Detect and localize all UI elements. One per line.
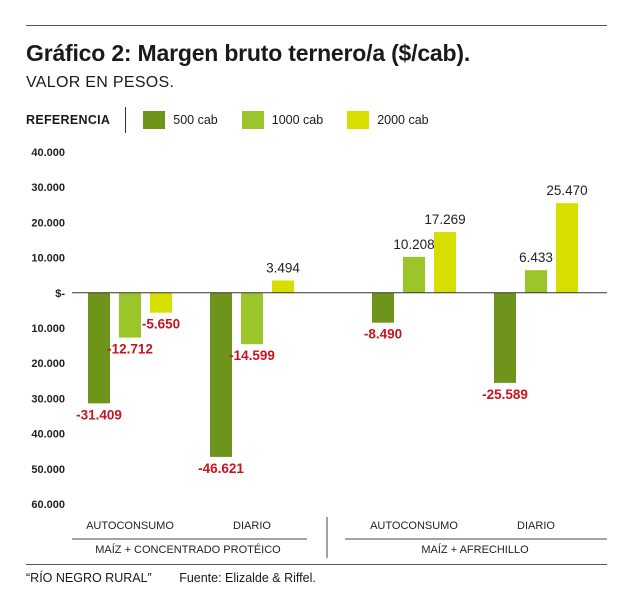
legend-text-1000: 1000 cab [271,113,324,127]
bar-1000-cab-3 [525,270,547,293]
bar-1000-cab-2 [403,256,425,293]
footer-credit: “RÍO NEGRO RURAL” [26,571,152,585]
y-tick-label-5: 10.000 [31,323,65,335]
legend-item-1000: 1000 cab [241,111,324,129]
y-tick-label-6: 20.000 [31,358,65,370]
y-tick-label-10: 60.000 [31,499,65,511]
y-tick-label-3: 10.000 [31,253,65,265]
bar-2000-cab-0 [150,292,172,313]
data-label-2000-cab-0: -5.650 [142,317,180,332]
x-category-label-3: DIARIO [517,520,555,532]
y-tick-label-9: 50.000 [31,464,65,476]
data-label-1000-cab-2: 10.208 [393,237,434,252]
y-tick-label-0: 40.000 [31,147,65,159]
top-rule [26,25,607,26]
legend-item-500: 500 cab [143,111,218,129]
bar-500-cab-2 [372,292,394,323]
data-label-500-cab-0: -31.409 [76,407,122,422]
x-category-label-2: AUTOCONSUMO [370,520,458,532]
legend-divider [125,107,127,133]
data-label-1000-cab-1: -14.599 [229,348,275,363]
bar-500-cab-0 [88,292,110,404]
x-category-label-1: DIARIO [233,520,271,532]
data-label-2000-cab-3: 25.470 [546,183,587,198]
x-group-label-0: MAÍZ + CONCENTRADO PROTÉICO [95,543,281,556]
y-tick-label-7: 30.000 [31,393,65,405]
bar-2000-cab-2 [434,232,456,293]
legend-text-2000: 2000 cab [377,113,429,127]
data-label-1000-cab-3: 6.433 [519,250,553,265]
legend-item-2000: 2000 cab [347,111,429,129]
chart-title: Gráfico 2: Margen bruto ternero/a ($/cab… [26,40,471,66]
bar-500-cab-3 [494,292,516,383]
chart-subtitle: VALOR EN PESOS. [26,74,175,91]
bottom-rule [26,564,607,565]
bar-1000-cab-1 [241,292,263,345]
data-label-1000-cab-0: -12.712 [107,342,153,357]
y-tick-label-8: 40.000 [31,429,65,441]
bar-1000-cab-0 [119,292,141,338]
x-group-label-1: MAÍZ + AFRECHILLO [421,543,529,556]
y-tick-label-4: $- [55,288,65,300]
legend: REFERENCIA 500 cab 1000 cab 2000 cab [26,106,453,134]
legend-text-500: 500 cab [173,113,218,127]
data-label-500-cab-3: -25.589 [482,387,528,402]
y-tick-label-2: 20.000 [31,217,65,229]
data-label-500-cab-1: -46.621 [198,461,244,476]
bar-500-cab-1 [210,292,232,457]
legend-swatch-1000 [241,111,264,129]
legend-swatch-500 [143,111,166,129]
legend-label: REFERENCIA [26,113,111,127]
y-tick-label-1: 30.000 [31,182,65,194]
footer-source: Fuente: Elizalde & Riffel. [179,571,316,585]
data-label-500-cab-2: -8.490 [364,327,402,342]
legend-swatch-2000 [347,111,370,129]
bar-2000-cab-1 [272,280,294,293]
x-category-label-0: AUTOCONSUMO [86,520,174,532]
bar-2000-cab-3 [556,203,578,293]
footer: “RÍO NEGRO RURAL” Fuente: Elizalde & Rif… [26,571,340,585]
data-label-2000-cab-2: 17.269 [424,212,465,227]
data-label-2000-cab-1: 3.494 [266,261,300,276]
